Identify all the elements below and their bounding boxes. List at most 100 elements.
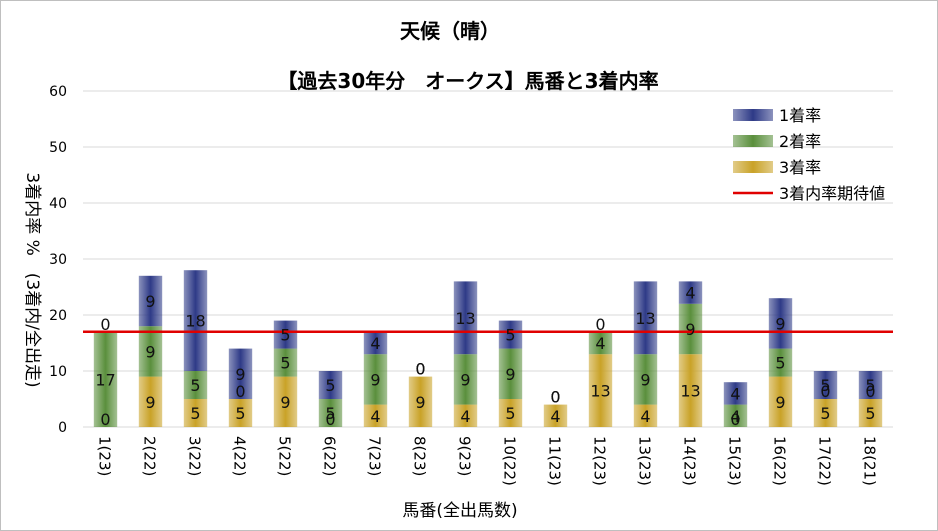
data-label: 9 — [415, 393, 425, 412]
y-tick-label: 50 — [49, 140, 67, 156]
bar-segment — [138, 275, 163, 327]
bar-segment — [363, 354, 388, 405]
bar-segment — [138, 326, 163, 377]
data-label: 9 — [145, 292, 155, 311]
x-tick-label: 9(23) — [456, 436, 474, 476]
bar-segment — [93, 331, 118, 427]
x-tick-label: 18(21) — [861, 436, 879, 486]
x-tick-label: 3(22) — [186, 436, 204, 476]
data-label: 0 — [100, 315, 110, 334]
data-label: 5 — [190, 404, 200, 423]
bar-segment — [678, 281, 703, 304]
data-label: 5 — [505, 326, 515, 345]
data-label: 13 — [455, 309, 475, 328]
bar-segment — [453, 404, 478, 427]
x-tick-label: 17(22) — [816, 436, 834, 486]
legend-swatch — [733, 135, 773, 147]
data-label: 4 — [730, 407, 740, 426]
y-tick-label: 10 — [49, 364, 67, 380]
data-label: 5 — [865, 376, 875, 395]
data-label: 0 — [820, 382, 830, 401]
data-label: 4 — [370, 407, 380, 426]
data-label: 0 — [100, 410, 110, 429]
bar-segment — [498, 320, 523, 349]
x-tick-label: 5(22) — [276, 436, 294, 476]
data-label: 9 — [640, 370, 650, 389]
bar-segment — [813, 371, 838, 399]
data-label: 5 — [235, 404, 245, 423]
bar-segment — [768, 348, 793, 377]
data-label: 4 — [685, 284, 695, 303]
x-tick-label: 8(23) — [411, 436, 429, 476]
data-label: 0 — [595, 315, 605, 334]
data-label: 13 — [635, 309, 655, 328]
legend-label: 3着率 — [779, 158, 821, 177]
data-label: 9 — [505, 365, 515, 384]
data-label: 18 — [185, 312, 205, 331]
bar-segment — [273, 376, 298, 427]
x-tick-label: 14(23) — [681, 436, 699, 486]
x-tick-labels: 1(23) 2(22) 3(22) 4(22) 5(22) 6(22) 7(23) 8(23)… — [96, 436, 879, 486]
data-label: 5 — [325, 376, 335, 395]
bar-segment — [588, 331, 613, 355]
bar-segment — [318, 399, 343, 427]
bar-segment — [543, 404, 568, 427]
bar-segment — [363, 404, 388, 427]
x-tick-label: 16(22) — [771, 436, 789, 486]
x-tick-label: 6(22) — [321, 436, 339, 476]
y-tick-label: 0 — [58, 420, 67, 436]
data-label: 9 — [370, 370, 380, 389]
data-label: 9 — [145, 342, 155, 361]
data-label: 9 — [235, 365, 245, 384]
bar-segment — [813, 399, 838, 427]
data-label: 13 — [590, 382, 610, 401]
data-label: 9 — [460, 370, 470, 389]
data-label: 5 — [280, 354, 290, 373]
data-label: 9 — [145, 393, 155, 412]
bar-segment — [273, 348, 298, 377]
bar-segment — [723, 382, 748, 405]
bar-segment — [273, 320, 298, 349]
legend-label: 2着率 — [779, 132, 821, 151]
y-tick-label: 60 — [49, 84, 67, 100]
data-label: 5 — [865, 404, 875, 423]
data-label: 4 — [460, 407, 470, 426]
bar-segment — [633, 354, 658, 405]
bar-segment — [633, 404, 658, 427]
x-axis-label: 馬番(全出馬数) — [402, 501, 517, 521]
data-label: 5 — [820, 376, 830, 395]
x-tick-label: 4(22) — [231, 436, 249, 476]
data-label: 0 — [550, 388, 560, 407]
data-label: 0 — [235, 382, 245, 401]
bar-segment — [228, 348, 253, 399]
y-tick-label: 20 — [49, 308, 67, 324]
bar-segment — [498, 399, 523, 427]
y-tick-labels: 0 10 20 30 40 50 60 — [49, 84, 67, 436]
x-tick-label: 11(23) — [546, 436, 564, 486]
data-label: 4 — [730, 384, 740, 403]
x-tick-label: 7(23) — [366, 436, 384, 476]
data-label: 9 — [775, 393, 785, 412]
bar-segment — [633, 281, 658, 355]
bars — [93, 270, 883, 427]
bar-segment — [138, 376, 163, 427]
data-label: 9 — [280, 393, 290, 412]
data-label: 0 — [325, 410, 335, 429]
data-label: 9 — [685, 320, 695, 339]
bar-segment — [723, 404, 748, 427]
data-label: 4 — [640, 407, 650, 426]
bar-segment — [183, 399, 208, 427]
x-tick-label: 15(23) — [726, 436, 744, 486]
data-label: 0 — [415, 360, 425, 379]
bar-segment — [453, 281, 478, 355]
bar-segment — [768, 298, 793, 349]
data-label: 5 — [820, 404, 830, 423]
bar-segment — [363, 331, 388, 355]
bar-segment — [768, 376, 793, 427]
bar-segment — [453, 354, 478, 405]
y-tick-label: 30 — [49, 252, 67, 268]
x-tick-label: 12(23) — [591, 436, 609, 486]
bar-segment — [588, 354, 613, 427]
